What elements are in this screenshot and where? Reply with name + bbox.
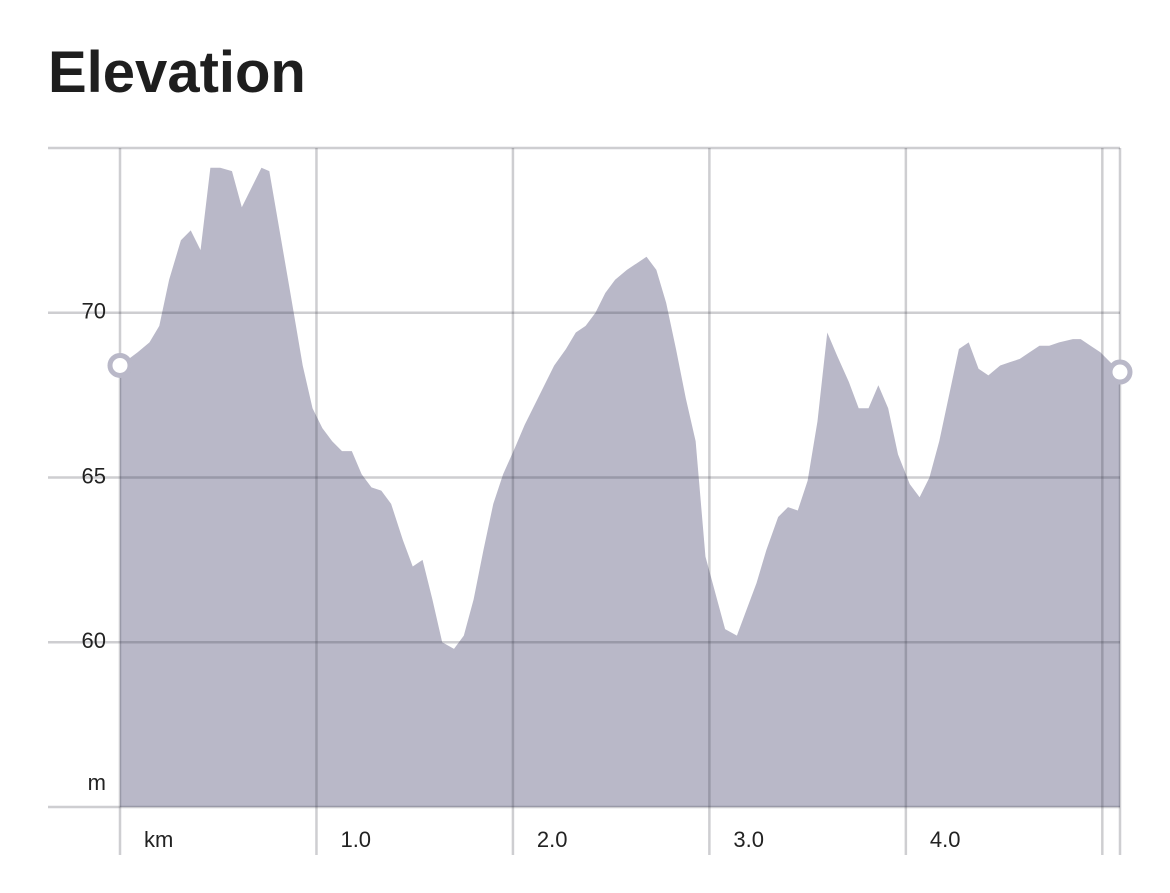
y-axis-label: m [88, 770, 106, 795]
elevation-area [120, 167, 1120, 807]
y-tick-label: 60 [82, 628, 106, 653]
endpoint-marker [1107, 359, 1133, 385]
chart-title: Elevation [48, 40, 306, 105]
endpoint-marker [107, 352, 133, 378]
x-tick-label: 2.0 [537, 827, 568, 852]
x-tick-label: km [144, 827, 173, 852]
x-tick-label: 3.0 [733, 827, 764, 852]
x-tick-label: 1.0 [340, 827, 371, 852]
x-tick-label: 4.0 [930, 827, 961, 852]
y-tick-label: 65 [82, 463, 106, 488]
y-tick-label: 70 [82, 299, 106, 324]
